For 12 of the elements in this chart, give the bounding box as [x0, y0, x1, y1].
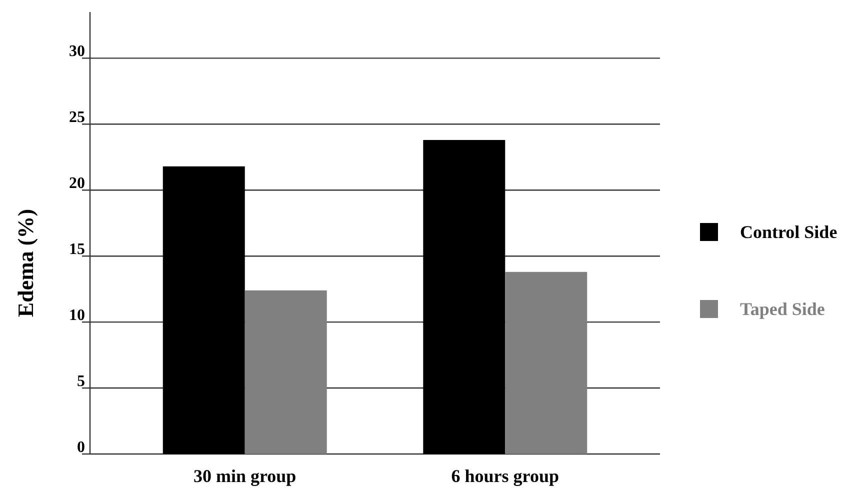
x-tick-label: 30 min group	[194, 466, 296, 486]
x-tick-label: 6 hours group	[451, 466, 559, 486]
y-tick-label: 0	[77, 439, 85, 456]
y-tick-label: 5	[77, 373, 85, 390]
y-tick-label: 30	[69, 43, 85, 60]
legend-label: Taped Side	[740, 299, 825, 319]
y-tick-label: 10	[69, 307, 85, 324]
y-tick-label: 20	[69, 175, 85, 192]
legend-label: Control Side	[740, 222, 838, 242]
y-tick-label: 15	[69, 241, 85, 258]
y-tick-label: 25	[69, 109, 85, 126]
y-axis-title: Edema (%)	[13, 208, 38, 318]
